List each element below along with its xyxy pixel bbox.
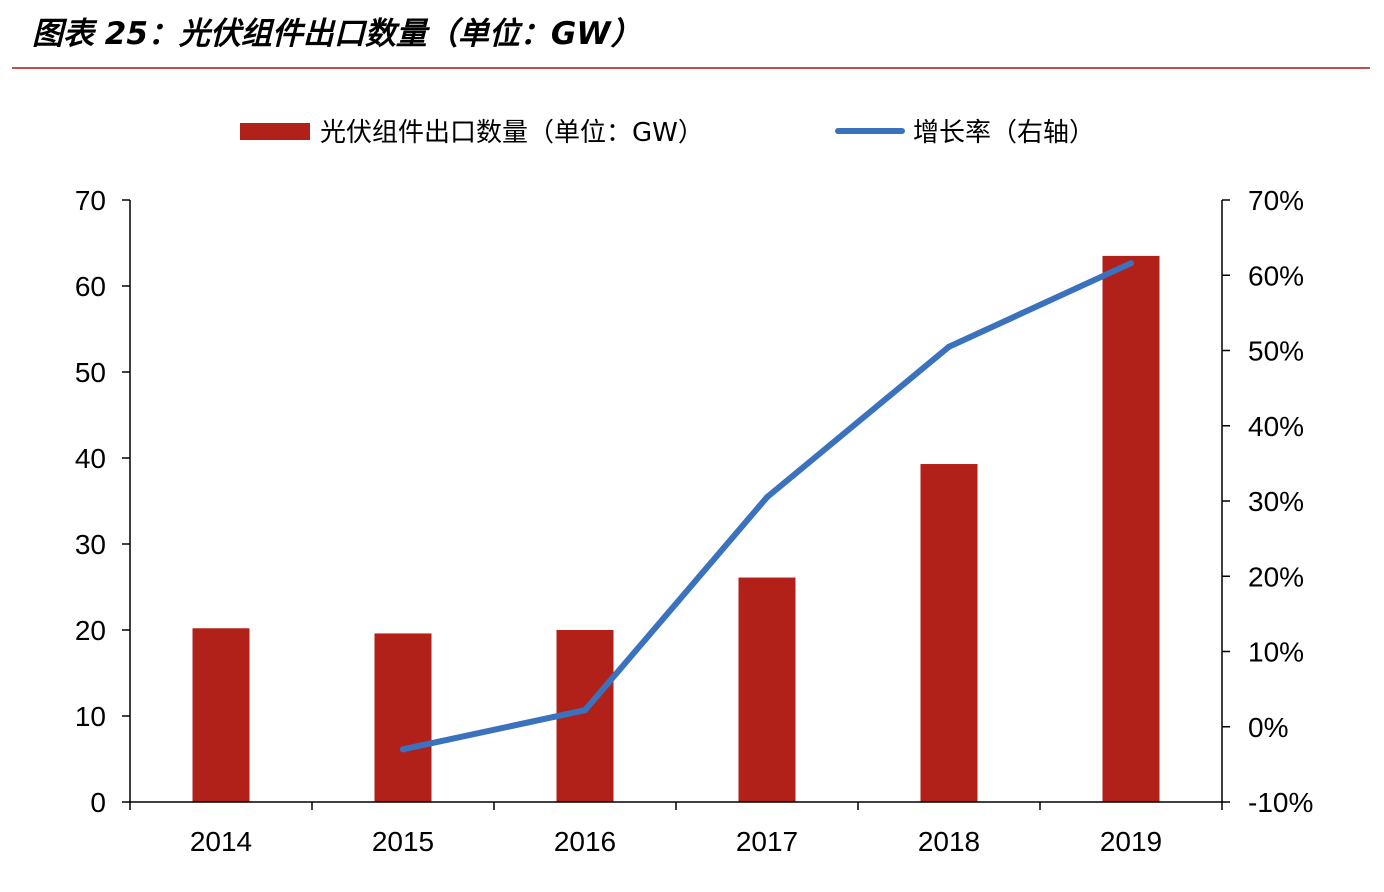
bar-2019	[1102, 255, 1160, 802]
x-tick-label-2017: 2017	[736, 826, 798, 857]
right-tick-label: 0%	[1248, 712, 1288, 743]
bar-2017	[738, 577, 796, 802]
left-tick-label: 60	[75, 271, 106, 302]
left-tick-label: 30	[75, 529, 106, 560]
x-tick-label-2019: 2019	[1100, 826, 1162, 857]
legend-swatch-bar	[240, 123, 310, 140]
right-tick-label: 30%	[1248, 486, 1304, 517]
bar-2018	[920, 464, 978, 802]
tick-labels: 0 10 20 30 40 50 60 70 -10% 0% 10% 20% 30% 40% 50% 60% 7…	[75, 185, 1314, 857]
right-tick-label: 10%	[1248, 637, 1304, 668]
growth-point-2018	[946, 343, 952, 350]
bar-2015	[374, 633, 432, 802]
left-tick-label: 70	[75, 185, 106, 216]
right-tick-label: 60%	[1248, 260, 1304, 291]
growth-point-2016	[582, 707, 588, 714]
growth-point-2019	[1128, 260, 1134, 267]
line-series	[400, 260, 1134, 753]
right-tick-label: 50%	[1248, 336, 1304, 367]
left-tick-label: 0	[90, 787, 106, 818]
left-tick-label: 20	[75, 615, 106, 646]
right-tick-label: -10%	[1248, 787, 1313, 818]
x-tick-label-2015: 2015	[372, 826, 434, 857]
figure-title: 图表 25：光伏组件出口数量（单位：GW）	[32, 16, 642, 52]
growth-point-2015	[400, 746, 406, 753]
legend-label-bar: 光伏组件出口数量（单位：GW）	[320, 118, 704, 148]
x-tick-label-2018: 2018	[918, 826, 980, 857]
right-tick-label: 40%	[1248, 411, 1304, 442]
axes	[122, 199, 1230, 810]
title-rule	[12, 67, 1370, 69]
left-tick-label: 40	[75, 443, 106, 474]
legend: 光伏组件出口数量（单位：GW） 增长率（右轴）	[240, 118, 1095, 148]
figure-header: 图表 25：光伏组件出口数量（单位：GW）	[0, 0, 1384, 70]
growth-point-2017	[764, 494, 770, 501]
x-tick-label-2016: 2016	[554, 826, 616, 857]
left-tick-label: 10	[75, 701, 106, 732]
legend-label-line: 增长率（右轴）	[913, 118, 1095, 148]
right-tick-label: 70%	[1248, 185, 1304, 216]
x-tick-label-2014: 2014	[190, 826, 252, 857]
bar-series	[192, 255, 1160, 802]
bar-2014	[192, 628, 250, 802]
right-tick-label: 20%	[1248, 561, 1304, 592]
left-tick-label: 50	[75, 357, 106, 388]
